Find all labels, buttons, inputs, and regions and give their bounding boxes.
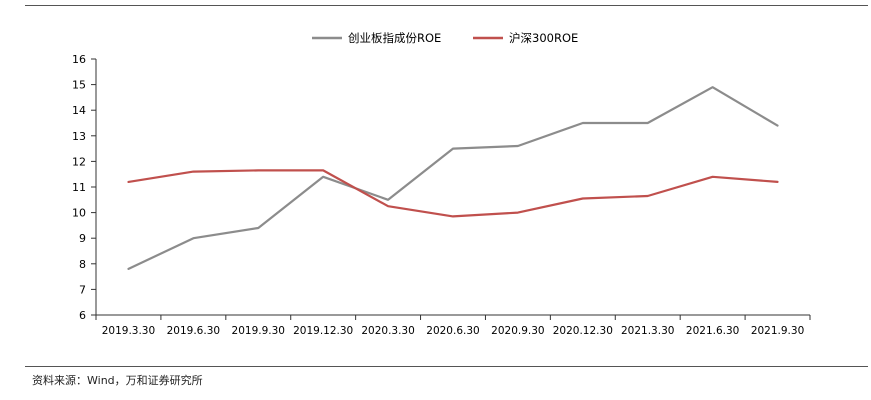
y-tick-label: 11 (72, 181, 86, 194)
x-tick-label: 2020.6.30 (426, 325, 479, 337)
x-tick-label: 2019.12.30 (293, 325, 353, 337)
x-axis: 2019.3.30 2019.6.30 2019.9.30 2019.12.30 202… (95, 314, 811, 337)
y-tick-label: 14 (72, 104, 86, 117)
x-tick-label: 2020.9.30 (491, 325, 544, 337)
line-chart: 创业板指成份ROE 沪深300ROE 6 7 8 9 10 11 12 13 14 15 16 201… (72, 31, 811, 337)
x-tick-label: 2021.6.30 (686, 325, 739, 337)
x-tick-label: 2020.3.30 (361, 325, 414, 337)
y-tick-label: 6 (79, 309, 86, 322)
bottom-rule (25, 366, 868, 367)
series-line-1 (127, 86, 779, 270)
x-tick-label: 2020.12.30 (553, 325, 613, 337)
x-tick-label: 2021.9.30 (751, 325, 804, 337)
series-line-2 (127, 169, 779, 218)
y-tick-label: 12 (72, 155, 86, 168)
x-tick-label: 2019.3.30 (102, 325, 155, 337)
y-tick-label: 8 (79, 258, 86, 271)
legend-label-1: 创业板指成份ROE (348, 31, 441, 45)
source-note: 资料来源：Wind，万和证券研究所 (32, 374, 203, 387)
legend: 创业板指成份ROE 沪深300ROE (312, 31, 578, 45)
y-tick-label: 13 (72, 130, 86, 143)
y-tick-label: 10 (72, 207, 86, 220)
y-tick-label: 16 (72, 53, 86, 66)
top-rule (25, 5, 868, 6)
x-tick-label: 2019.6.30 (167, 325, 220, 337)
y-tick-label: 15 (72, 79, 86, 92)
legend-label-2: 沪深300ROE (509, 31, 578, 45)
y-axis: 6 7 8 9 10 11 12 13 14 15 16 (72, 53, 97, 322)
x-tick-label: 2021.3.30 (621, 325, 674, 337)
series-layer (127, 86, 779, 270)
y-tick-label: 9 (79, 232, 86, 245)
x-tick-label: 2019.9.30 (232, 325, 285, 337)
y-tick-label: 7 (79, 283, 86, 296)
